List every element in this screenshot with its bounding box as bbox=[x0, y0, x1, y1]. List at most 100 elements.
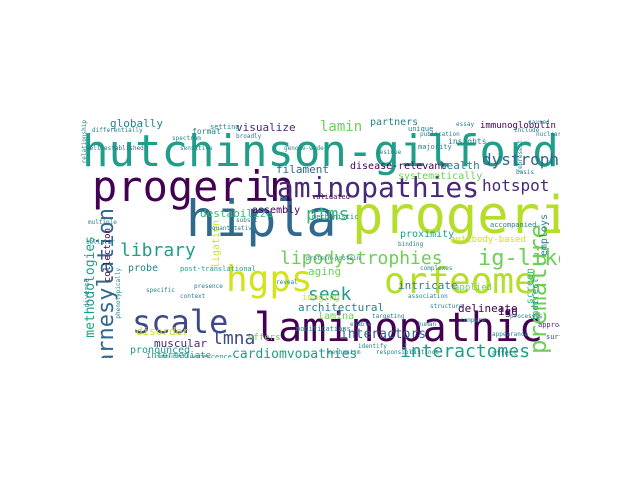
cloud-word-mechanistic: mechanistic bbox=[312, 213, 359, 221]
word-cloud: hutchinson-gilfordprogeriahiplalaminopat… bbox=[80, 118, 560, 358]
cloud-word-specific: specific bbox=[146, 287, 175, 294]
cloud-word-disorder: disorder bbox=[136, 325, 189, 338]
cloud-word-laminopathic: laminopathic bbox=[254, 305, 543, 351]
cloud-word-destabilize: destabilize bbox=[200, 207, 273, 220]
cloud-word-broadly: broadly bbox=[236, 133, 262, 140]
cloud-word-laminopathies: laminopathies bbox=[260, 171, 480, 204]
cloud-word-responsible: responsible bbox=[376, 349, 416, 356]
cloud-word-appearance: appearance bbox=[492, 331, 529, 338]
cloud-word-processes: processes bbox=[510, 313, 543, 320]
cloud-word-diverse: diverse bbox=[83, 278, 91, 308]
cloud-word-delineate: delineate bbox=[458, 302, 518, 315]
cloud-word-architectural: architectural bbox=[298, 301, 385, 314]
cloud-word-aging: aging bbox=[308, 265, 342, 278]
cloud-word-differentially: differentially bbox=[92, 127, 143, 134]
cloud-word-publication: publication bbox=[420, 131, 460, 138]
cloud-word-compare: compare bbox=[460, 317, 486, 324]
cloud-word-assembly: assembly bbox=[252, 205, 301, 216]
cloud-word-nuclear: nuclear bbox=[536, 131, 560, 138]
cloud-word-subset: subset bbox=[236, 217, 258, 224]
cloud-word-modifications: modifications bbox=[296, 325, 351, 333]
cloud-word-muscular: muscular bbox=[154, 337, 207, 350]
cloud-word-format: format bbox=[192, 127, 221, 136]
cloud-word-immunofluorescence: immunofluorescence bbox=[156, 353, 232, 359]
cloud-word-multiple: multiple bbox=[88, 219, 117, 226]
cloud-word-intricate: intricate bbox=[398, 279, 458, 292]
cloud-word-pronounced: pronounced bbox=[130, 345, 191, 356]
cloud-word-intermediate: intermediate bbox=[146, 351, 212, 359]
cloud-word-caused: caused bbox=[528, 119, 550, 126]
cloud-word-majority: majority bbox=[418, 143, 452, 151]
cloud-word-globally: globally bbox=[110, 118, 163, 130]
cloud-word-lamina: lamina bbox=[318, 311, 355, 322]
cloud-word-collection: collection bbox=[103, 228, 113, 283]
cloud-word-seek: seek bbox=[308, 284, 352, 305]
cloud-word-library: library bbox=[120, 240, 196, 261]
cloud-word-employs: employs bbox=[539, 214, 550, 257]
cloud-word-accompanied: accompanied bbox=[490, 221, 537, 229]
cloud-word-applied: applied bbox=[454, 283, 492, 293]
cloud-word-hotspot: hotspot bbox=[482, 176, 550, 195]
cloud-word-affect: affect bbox=[492, 349, 518, 357]
cloud-word-lmna: lmna bbox=[212, 328, 256, 349]
cloud-word-offers: offers bbox=[248, 333, 281, 343]
cloud-word-disease-relevant: disease-relevant bbox=[350, 161, 447, 172]
cloud-word-mechanism: mechanism bbox=[328, 349, 361, 356]
cloud-word-dystrophies: dystrophies bbox=[482, 150, 560, 169]
cloud-word-include: include bbox=[514, 127, 540, 134]
cloud-word-filament: filament bbox=[276, 163, 329, 176]
cloud-word-basis: basis bbox=[516, 169, 535, 176]
cloud-word-binding: binding bbox=[398, 241, 424, 248]
cloud-word-unique: unique bbox=[408, 125, 434, 133]
cloud-word-immunoglobulin: immunoglobulin bbox=[480, 121, 556, 131]
cloud-word-relationship: relationship bbox=[81, 120, 88, 164]
cloud-word-hipla: hipla bbox=[186, 190, 337, 248]
cloud-word-hgps: hgps bbox=[226, 259, 313, 300]
cloud-word-visualize: visualize bbox=[236, 121, 296, 134]
cloud-word-orfeome: orfeome bbox=[384, 261, 536, 302]
cloud-word-cardiomyopathies: cardiomyopathies bbox=[232, 347, 358, 358]
cloud-word-ig-like: ig-like bbox=[478, 246, 560, 271]
cloud-word-antibody-based: antibody-based bbox=[450, 235, 526, 245]
cloud-word-hutchinson-gilford: hutchinson-gilford bbox=[82, 126, 559, 177]
cloud-word-cellular: cellular bbox=[86, 239, 115, 246]
cloud-word-scale: scale bbox=[132, 303, 229, 341]
cloud-word-post-translational: post-translational bbox=[180, 265, 256, 273]
cloud-word-enable: enable bbox=[350, 321, 372, 328]
cloud-word-probe: probe bbox=[128, 263, 159, 274]
cloud-word-identify: identify bbox=[358, 343, 387, 350]
cloud-word-interactomes: interactomes bbox=[400, 341, 531, 359]
cloud-word-well-established: well-established bbox=[86, 145, 144, 152]
cloud-word-reveal: reveal bbox=[276, 279, 298, 286]
cloud-word-validated: validated bbox=[312, 193, 350, 201]
cloud-word-insights: insights bbox=[448, 137, 487, 146]
cloud-word-approach: approach bbox=[538, 321, 560, 329]
cloud-word-lamin: lamin bbox=[320, 119, 363, 135]
cloud-word-structure: structure bbox=[430, 303, 463, 310]
cloud-word-spectrum: spectrum bbox=[172, 135, 201, 142]
cloud-word-ptms: ptms bbox=[306, 204, 350, 225]
cloud-word-setting: setting bbox=[210, 123, 240, 131]
cloud-word-interactors: interactors bbox=[340, 327, 427, 342]
cloud-word-quantitative: quantitative bbox=[212, 225, 256, 232]
cloud-word-lipodystrophies: lipodystrophies bbox=[280, 248, 443, 269]
cloud-word-partners: partners bbox=[370, 118, 419, 128]
cloud-word-presence: presence bbox=[194, 283, 223, 290]
cloud-word-progerin: progerin bbox=[92, 162, 295, 211]
cloud-word-phenotypically: phenotypically bbox=[115, 268, 122, 319]
cloud-word-distinct: distinct bbox=[410, 349, 439, 356]
cloud-word-context: context bbox=[180, 293, 206, 300]
cloud-word-human: human bbox=[418, 321, 437, 328]
cloud-word-represent: represent bbox=[517, 140, 524, 173]
cloud-word-genome-wide: genome-wide bbox=[284, 145, 324, 152]
cloud-word-targeting: targeting bbox=[372, 313, 405, 320]
cloud-word-surface: surface bbox=[546, 333, 560, 341]
cloud-word-health: health bbox=[440, 159, 480, 172]
cloud-word-igg: igg bbox=[498, 305, 518, 318]
cloud-word-complexes: complexes bbox=[420, 265, 453, 272]
cloud-word-residue: residue bbox=[376, 149, 402, 156]
cloud-word-sensitive: sensitive bbox=[180, 145, 213, 152]
cloud-word-progeria: progeria bbox=[352, 186, 560, 246]
cloud-word-proximity: proximity bbox=[400, 229, 455, 240]
cloud-word-systematically: systematically bbox=[398, 171, 483, 182]
